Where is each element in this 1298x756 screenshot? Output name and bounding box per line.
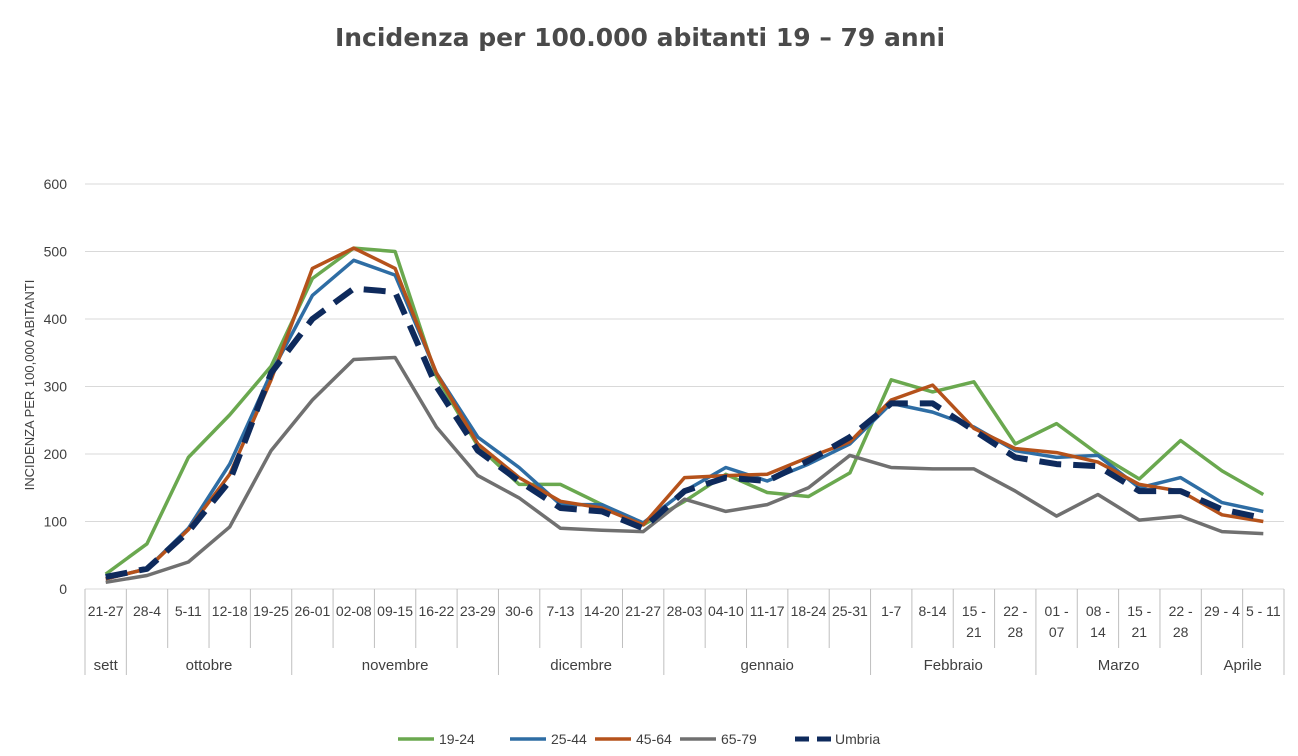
y-tick-label: 0 [59,581,67,597]
x-tick-label: 30-6 [505,603,533,619]
series-line-umbria [105,285,1264,580]
x-tick-label: 04-10 [708,603,744,619]
legend-label: 65-79 [721,731,757,747]
series-line-25-44 [105,258,1264,581]
x-tick-label: 23-29 [460,603,496,619]
x-tick-label: 11-17 [750,603,785,619]
x-tick-label: 28-03 [667,603,703,619]
x-tick-label: 08 -14 [1086,603,1110,640]
x-tick-label: 09-15 [377,603,413,619]
month-label: dicembre [550,657,612,674]
month-label: Marzo [1098,657,1140,674]
month-label: ottobre [186,657,233,674]
month-label: novembre [362,657,429,674]
gridlines [85,183,1284,590]
legend-label: 19-24 [439,731,475,747]
x-tick-label: 1-7 [881,603,901,619]
y-tick-label: 100 [44,514,68,530]
x-tick-label: 21-27 [88,603,124,619]
chart-title: Incidenza per 100.000 abitanti 19 – 79 a… [335,23,945,52]
y-axis-label: INCIDENZA PER 100,000 ABITANTI [22,280,37,491]
series-line-19-24 [104,246,1265,576]
x-tick-label: 7-13 [546,603,574,619]
month-label: Febbraio [924,657,983,674]
x-tick-label: 5 - 11 [1246,603,1281,619]
legend-label: 25-44 [551,731,587,747]
x-tick-label: 18-24 [791,603,827,619]
legend-label: 45-64 [636,731,672,747]
series-lines [104,246,1265,585]
series-line-65-79 [105,355,1264,585]
x-tick-label: 26-01 [294,603,330,619]
x-tick-label: 5-11 [175,603,202,619]
x-tick-label: 22 -28 [1003,603,1027,640]
x-axis: 21-27 28-4 5-11 12-18 19-25 26-01 02-08 09-15 16… [84,589,1285,675]
month-label: Aprile [1223,657,1261,674]
legend-label: Umbria [835,731,880,747]
month-label: sett [94,657,119,674]
legend: 19-24 25-44 45-64 65-79 Umbria [398,731,880,747]
x-tick-label: 01 -07 [1045,603,1069,640]
x-tick-label: 16-22 [419,603,455,619]
x-tick-label: 29 - 4 [1204,603,1240,619]
x-tick-label: 19-25 [253,603,289,619]
x-tick-label: 15 -21 [1127,603,1151,640]
y-tick-label: 600 [44,176,68,192]
x-tick-label: 12-18 [212,603,248,619]
x-tick-label: 02-08 [336,603,372,619]
x-tick-label: 8-14 [919,603,947,619]
x-tick-label: 25-31 [832,603,868,619]
month-label: gennaio [740,657,793,674]
x-tick-label: 15 -21 [962,603,986,640]
x-tick-label: 21-27 [625,603,661,619]
y-tick-label: 500 [44,244,68,260]
y-tick-label: 200 [44,446,68,462]
x-tick-label: 22 -28 [1169,603,1193,640]
x-tick-label: 14-20 [584,603,620,619]
y-tick-label: 400 [44,311,68,327]
y-axis-ticks: 0 100 200 300 400 500 600 [44,176,68,597]
y-tick-label: 300 [44,379,68,395]
x-tick-label: 28-4 [133,603,161,619]
series-line-45-64 [105,246,1264,581]
